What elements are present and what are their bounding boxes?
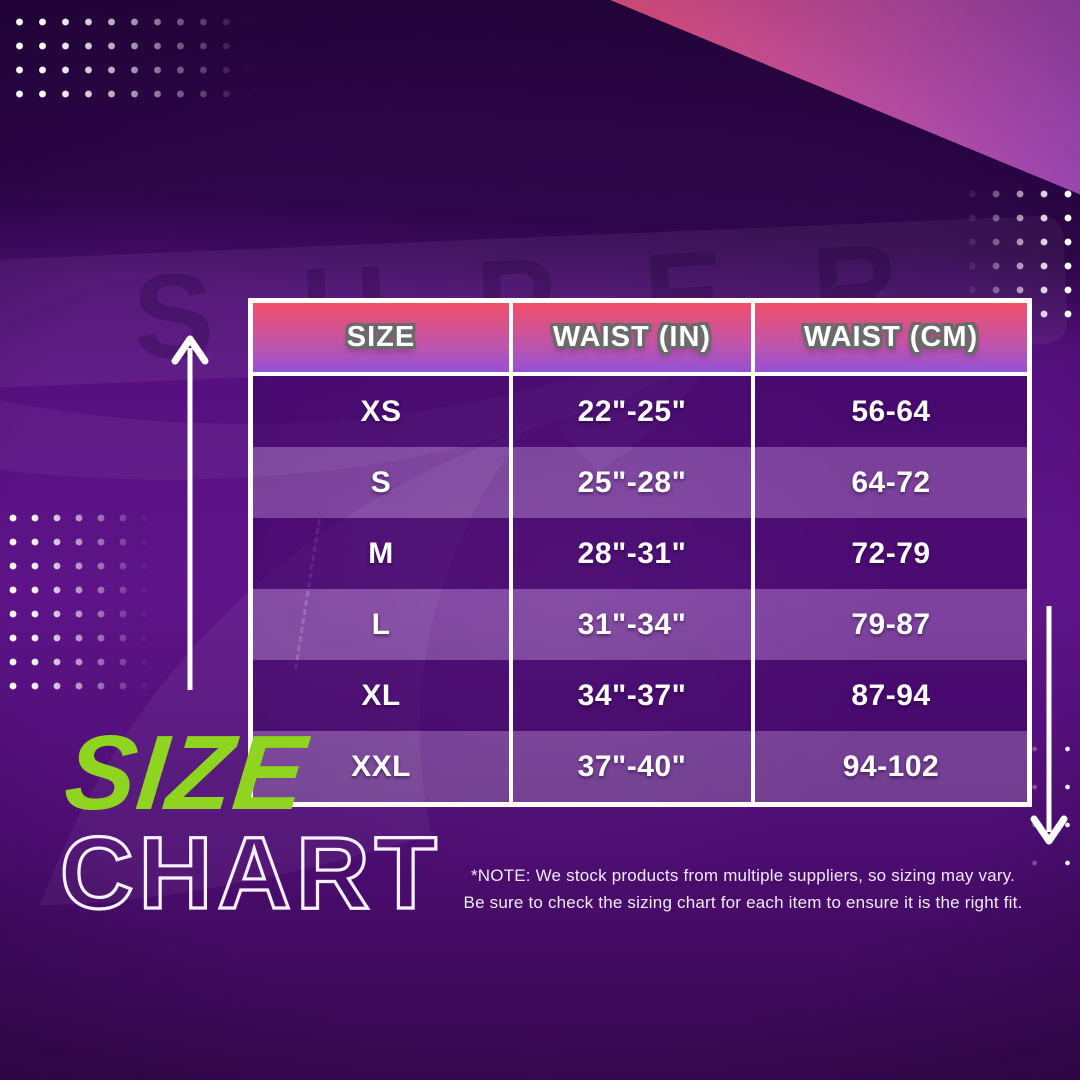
dot-grid-mid-left xyxy=(2,506,154,698)
waist-cm-cell: 56-64 xyxy=(755,376,1027,447)
waist-cm-cell: 79-87 xyxy=(755,589,1027,660)
waist-cm-cell: 72-79 xyxy=(755,518,1027,589)
waist-in-cell: 34"-37" xyxy=(513,660,755,731)
down-arrow-icon xyxy=(1030,606,1068,845)
header-waist-cm: WAIST (CM) xyxy=(755,303,1027,376)
size-cell: XS xyxy=(253,376,513,447)
size-cell: L xyxy=(253,589,513,660)
waist-in-cell: 28"-31" xyxy=(513,518,755,589)
up-arrow-icon xyxy=(171,335,209,690)
waist-cm-cell: 94-102 xyxy=(755,731,1027,802)
waist-in-cell: 25"-28" xyxy=(513,447,755,518)
size-cell: M xyxy=(253,518,513,589)
page-title-chart: CHART xyxy=(58,816,442,930)
waist-cm-cell: 87-94 xyxy=(755,660,1027,731)
size-table: SIZE WAIST (IN) WAIST (CM) XS 22"-25" 56… xyxy=(248,298,1032,807)
waist-in-cell: 37"-40" xyxy=(513,731,755,802)
waist-in-cell: 31"-34" xyxy=(513,589,755,660)
sizing-note: *NOTE: We stock products from multiple s… xyxy=(463,866,1023,913)
header-waist-in: WAIST (IN) xyxy=(513,303,755,376)
header-size: SIZE xyxy=(253,303,513,376)
size-cell: S xyxy=(253,447,513,518)
waist-in-cell: 22"-25" xyxy=(513,376,755,447)
page-title-size: SIZE xyxy=(59,714,312,832)
waist-cm-cell: 64-72 xyxy=(755,447,1027,518)
dot-grid-top-left xyxy=(8,10,260,110)
